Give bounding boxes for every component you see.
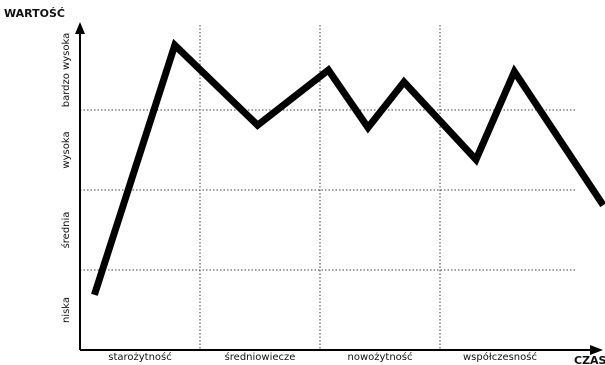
y-tick-label: bardzo wysoka — [61, 33, 72, 107]
y-axis-title: WARTOŚĆ — [4, 7, 65, 20]
x-tick-label: średniowiecze — [225, 351, 296, 363]
y-tick-label: wysoka — [61, 131, 72, 168]
x-tick-label: starożytność — [108, 351, 172, 363]
y-tick-label: średnia — [60, 212, 72, 249]
line — [91, 38, 605, 296]
x-axis-title: CZAS — [574, 354, 605, 365]
x-axis-arrow — [590, 345, 603, 355]
y-axis-arrow — [75, 22, 85, 34]
y-tick-label: niska — [61, 297, 72, 323]
x-tick-label: nowożytność — [347, 351, 412, 363]
x-tick-label: współczesność — [463, 351, 537, 363]
